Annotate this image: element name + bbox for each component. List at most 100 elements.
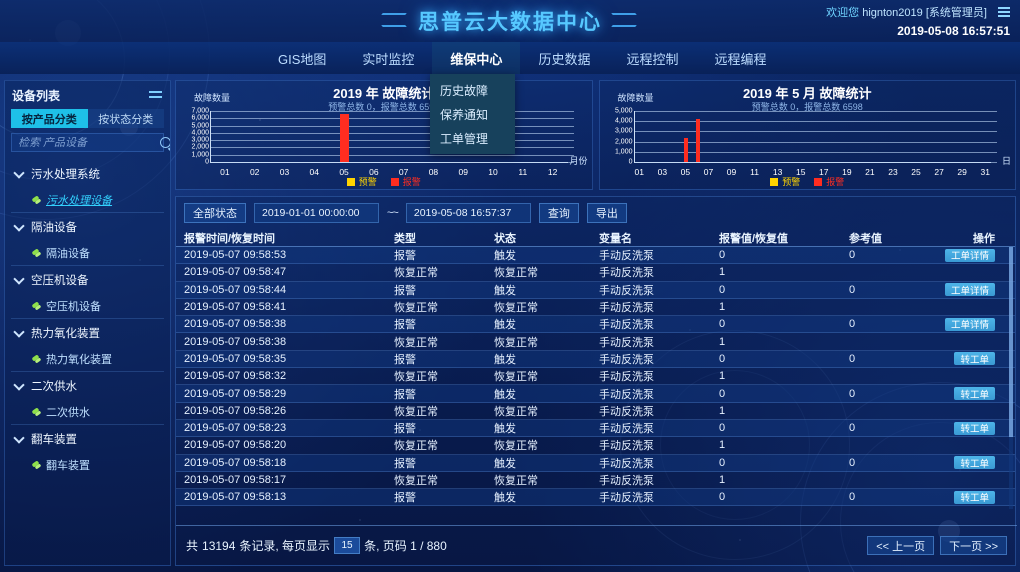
menu-item-history-fault[interactable]: 历史故障: [440, 83, 489, 98]
tab-history-data[interactable]: 历史数据: [538, 51, 591, 67]
workorder-detail-button[interactable]: 工单详情: [944, 317, 995, 331]
x-tick-label: 12: [547, 167, 558, 177]
sidebar-group-air-compressor[interactable]: 空压机设备: [11, 266, 164, 294]
create-workorder-button[interactable]: 转工单: [954, 421, 995, 435]
cell-variable: 手动反洗泵: [599, 302, 654, 315]
table-row[interactable]: 2019-05-07 09:58:26 恢复正常 恢复正常 手动反洗泵 1: [176, 403, 1015, 420]
cell-status: 恢复正常: [494, 475, 538, 487]
chevron-right-decor-icon: [612, 11, 638, 31]
tab-gis-map[interactable]: GIS地图: [278, 51, 327, 67]
sidebar-tab-by-product[interactable]: 按产品分类: [11, 109, 88, 128]
scrollbar-thumb[interactable]: [1009, 247, 1013, 437]
menu-item-maintenance-notice[interactable]: 保养通知: [440, 107, 489, 122]
x-tick-label: 13: [772, 167, 783, 177]
cell-variable: 手动反洗泵: [599, 492, 654, 505]
workorder-detail-button[interactable]: 工单详情: [944, 248, 995, 262]
create-workorder-button[interactable]: 转工单: [954, 490, 995, 504]
total-suffix: 条, 页码 1 / 880: [364, 539, 447, 553]
hamburger-menu-icon[interactable]: [998, 7, 1010, 19]
sidebar-tab-by-status[interactable]: 按状态分类: [87, 109, 164, 128]
gridline: 3,000: [615, 128, 997, 135]
x-tick-label: 09: [726, 167, 737, 177]
cell-variable: 手动反洗泵: [599, 267, 654, 280]
chart-plot-area: 7,000 6,000 5,000 4,000 3,000 2,000 1,000 0: [191, 108, 574, 166]
table-row[interactable]: 2019-05-07 09:58:47 恢复正常 恢复正常 手动反洗泵 1: [176, 264, 1015, 282]
x-tick-label: 15: [795, 167, 806, 177]
cell-variable: 手动反洗泵: [599, 284, 654, 297]
y-tick-label: 3,000: [191, 136, 209, 144]
chart-x-ticks: 01 03 05 07 09 11 13 15 17 19 21 23 25 27 29 31: [634, 167, 992, 177]
create-workorder-button[interactable]: 转工单: [954, 352, 995, 366]
sidebar-item-air-compressor-device[interactable]: 空压机设备: [11, 294, 164, 318]
create-workorder-button[interactable]: 转工单: [954, 387, 995, 401]
cell-type: 报警: [394, 423, 416, 436]
gridline: 3,000: [191, 137, 574, 144]
sidebar-item-thermal-oxidizer-device[interactable]: 热力氧化装置: [11, 347, 164, 371]
cell-type: 报警: [394, 319, 416, 332]
sidebar-group-sewage[interactable]: 污水处理系统: [11, 160, 164, 188]
table-row[interactable]: 2019-05-07 09:58:17 恢复正常 恢复正常 手动反洗泵 1: [176, 472, 1015, 490]
table-row[interactable]: 2019-05-07 09:58:23 报警 触发 手动反洗泵 0 0 转工单: [176, 419, 1015, 438]
table-row[interactable]: 2019-05-07 09:58:13 报警 触发 手动反洗泵 0 0 转工单: [176, 489, 1015, 507]
cell-time: 2019-05-07 09:58:53: [184, 249, 287, 262]
x-tick-label: 17: [819, 167, 829, 177]
page-size-select[interactable]: 15: [334, 537, 361, 554]
table-row[interactable]: 2019-05-07 09:58:18 报警 触发 手动反洗泵 0 0 转工单: [176, 454, 1015, 472]
table-row[interactable]: 2019-05-07 09:58:29 报警 触发 手动反洗泵 0 0 转工单: [176, 385, 1015, 403]
tab-maintenance-center[interactable]: 维保中心: [432, 42, 521, 74]
sidebar-search[interactable]: [11, 133, 170, 152]
tab-remote-programming[interactable]: 远程编程: [714, 51, 767, 67]
sidebar-group-oil-separator[interactable]: 隔油设备: [11, 213, 164, 241]
table-row[interactable]: 2019-05-07 09:58:38 恢复正常 恢复正常 手动反洗泵 1: [176, 333, 1015, 351]
sidebar-group-thermal-oxidizer[interactable]: 热力氧化装置: [11, 319, 164, 347]
end-time-input[interactable]: 2019-05-08 16:57:37: [405, 203, 531, 223]
table-row[interactable]: 2019-05-07 09:58:32 恢复正常 恢复正常 手动反洗泵 1: [176, 368, 1015, 386]
prev-page-button[interactable]: << 上一页: [867, 536, 935, 555]
sidebar-item-sewage-device[interactable]: 污水处理设备: [11, 188, 164, 212]
sidebar-group-secondary-water[interactable]: 二次供水: [11, 372, 164, 400]
table-row[interactable]: 2019-05-07 09:58:38 报警 触发 手动反洗泵 0 0 工单详情: [176, 316, 1015, 334]
workorder-detail-button[interactable]: 工单详情: [944, 283, 995, 297]
cell-action: 工单详情: [944, 317, 1007, 331]
cell-time: 2019-05-07 09:58:47: [184, 266, 287, 279]
cell-value: 1: [719, 301, 726, 314]
cell-status: 恢复正常: [494, 371, 538, 384]
sidebar-group-tippler[interactable]: 翻车装置: [11, 425, 164, 453]
sidebar-item-oil-separator-device[interactable]: 隔油设备: [11, 241, 164, 265]
legend-warning: 预警: [346, 175, 377, 188]
start-time-input[interactable]: 2019-01-01 00:00:00: [254, 203, 379, 223]
table-footer: 共 13194 条记录, 每页显示 15 条, 页码 1 / 880 << 上一…: [176, 525, 1017, 565]
cell-status: 恢复正常: [494, 267, 538, 280]
create-workorder-button[interactable]: 转工单: [954, 456, 995, 470]
total-mid: 条记录, 每页显示: [239, 539, 331, 553]
table-row[interactable]: 2019-05-07 09:58:41 恢复正常 恢复正常 手动反洗泵 1: [176, 299, 1015, 317]
cell-status: 触发: [494, 423, 516, 436]
next-page-button[interactable]: 下一页 >>: [940, 536, 1007, 555]
table-row[interactable]: 2019-05-07 09:58:35 报警 触发 手动反洗泵 0 0 转工单: [176, 350, 1015, 369]
chart-monthly-fault: 2019 年 5 月 故障统计 预警总数 0，报警总数 6598 故障数量 日 …: [598, 80, 1016, 190]
search-input[interactable]: [18, 136, 160, 149]
sidebar-item-tippler-device[interactable]: 翻车装置: [11, 453, 164, 477]
cell-time: 2019-05-07 09:58:23: [184, 422, 287, 435]
group-label: 翻车装置: [31, 434, 77, 446]
page-title: 思普云大数据中心: [418, 11, 602, 34]
main-nav: GIS地图 实时监控 维保中心 历史数据 远程控制 远程编程: [0, 42, 1020, 74]
swap-arrows-icon[interactable]: [149, 89, 163, 101]
cell-time: 2019-05-07 09:58:17: [184, 474, 287, 486]
tab-realtime-monitor[interactable]: 实时监控: [362, 51, 415, 67]
cell-status: 恢复正常: [494, 302, 538, 315]
menu-item-workorder-management[interactable]: 工单管理: [440, 131, 489, 146]
query-button[interactable]: 查询: [538, 203, 579, 223]
table-row[interactable]: 2019-05-07 09:58:44 报警 触发 手动反洗泵 0 0 工单详情: [176, 281, 1015, 299]
export-button[interactable]: 导出: [586, 203, 627, 223]
cell-value: 0: [719, 491, 726, 504]
table-scrollbar[interactable]: [1009, 247, 1013, 509]
x-tick-label: 05: [339, 167, 349, 177]
status-filter-dropdown[interactable]: 全部状态: [184, 203, 246, 223]
sidebar-item-secondary-water-device[interactable]: 二次供水: [11, 400, 164, 424]
table-row[interactable]: 2019-05-07 09:58:53 报警 触发 手动反洗泵 0 0 工单详情: [176, 247, 1015, 265]
tab-remote-control[interactable]: 远程控制: [626, 51, 679, 67]
table-row[interactable]: 2019-05-07 09:58:20 恢复正常 恢复正常 手动反洗泵 1: [176, 437, 1015, 455]
search-icon[interactable]: [160, 137, 170, 148]
